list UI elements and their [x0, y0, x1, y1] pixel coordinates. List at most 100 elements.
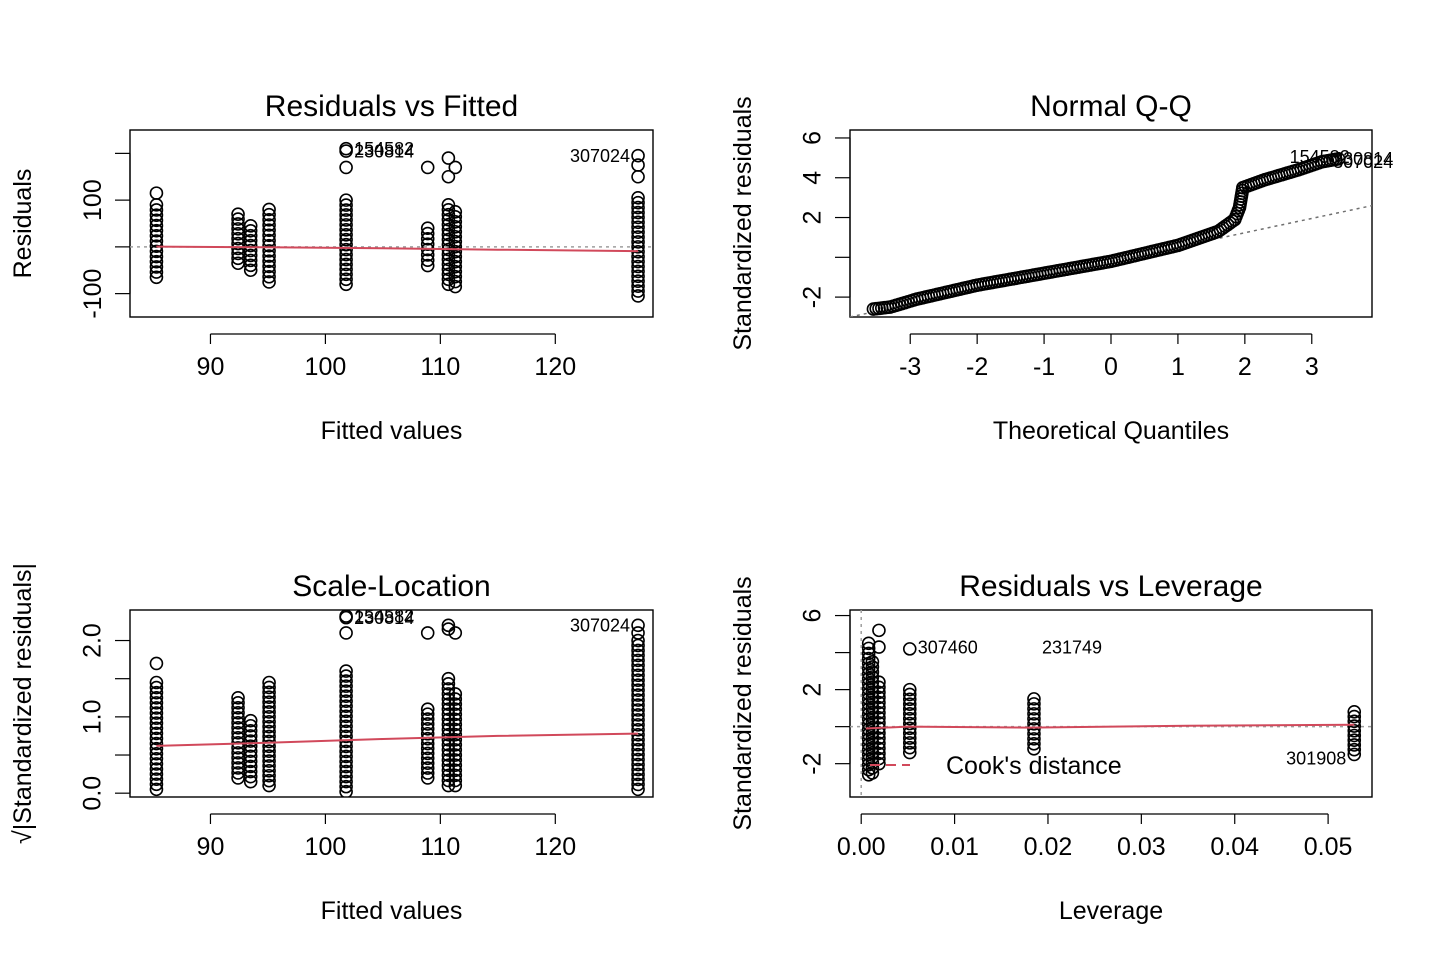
data-point: [902, 702, 917, 716]
x-tick-label: 0: [1104, 353, 1118, 381]
x-tick-label: 90: [197, 353, 225, 381]
x-tick-label: 120: [534, 833, 576, 861]
data-point: [262, 264, 276, 279]
data-point: [441, 212, 456, 227]
data-point: [631, 225, 645, 239]
data-point: [339, 769, 353, 784]
data-point: [149, 777, 164, 792]
data-point: [339, 193, 353, 207]
point-label: 230814: [354, 141, 414, 161]
data-point: [441, 262, 456, 277]
data-point: [231, 751, 245, 765]
data-point: [448, 758, 463, 772]
data-point: [339, 674, 353, 688]
data-point: [231, 207, 245, 221]
data-point: [339, 208, 353, 222]
data-point: [262, 724, 276, 739]
x-tick-label: -1: [1033, 353, 1055, 381]
data-point: [441, 722, 456, 737]
data-point: [339, 242, 353, 257]
data-point: [448, 205, 463, 219]
panel-title: Residuals vs Leverage: [959, 570, 1263, 603]
data-point: [448, 249, 463, 264]
data-point: [339, 262, 353, 277]
data-point: [448, 239, 463, 254]
y-tick-label: 2: [799, 683, 827, 697]
x-tick-label: 3: [1305, 353, 1319, 381]
data-point: [149, 772, 164, 786]
x-axis-label: Fitted values: [321, 417, 463, 445]
data-point: [631, 653, 645, 668]
data-point: [339, 679, 353, 693]
data-point: [243, 223, 258, 238]
x-tick-label: 0.05: [1304, 833, 1353, 861]
data-point: [243, 263, 258, 278]
data-point: [262, 690, 276, 705]
data-point: [420, 258, 435, 273]
data-point: [420, 232, 435, 246]
data-point: [1027, 692, 1041, 706]
data-point: [631, 284, 645, 298]
data-point: [441, 227, 456, 242]
data-point: [149, 203, 164, 217]
data-point: [339, 237, 353, 252]
data-point: [631, 210, 645, 225]
point-label: 307024: [570, 146, 630, 166]
data-point: [631, 289, 645, 303]
data-point: [149, 757, 164, 771]
point-label: 154582: [354, 139, 414, 159]
data-point: [149, 270, 164, 285]
data-point: [448, 626, 463, 640]
data-point: [339, 669, 353, 683]
data-point: [1027, 697, 1041, 711]
data-point: [243, 724, 258, 738]
point-label: 307460: [918, 637, 978, 657]
data-point: [262, 218, 276, 232]
data-point: [865, 766, 880, 780]
data-point: [631, 747, 645, 762]
data-point: [441, 237, 456, 252]
data-point: [448, 753, 463, 767]
data-point: [339, 626, 353, 640]
data-point: [448, 229, 463, 244]
data-point: [231, 236, 245, 251]
data-point: [441, 151, 456, 165]
data-point: [231, 690, 245, 705]
data-point: [448, 224, 463, 239]
data-point: [631, 264, 645, 279]
data-point: [631, 148, 645, 163]
data-point: [872, 695, 886, 710]
data-point: [262, 714, 276, 729]
data-point: [1027, 707, 1041, 721]
x-tick-label: 110: [420, 833, 460, 861]
data-point: [339, 610, 353, 623]
x-tick-label: 110: [420, 353, 460, 381]
data-point: [441, 207, 456, 222]
data-layer: [850, 610, 1372, 797]
data-point: [420, 707, 435, 721]
data-point: [441, 738, 456, 752]
data-point: [149, 721, 164, 736]
y-tick-label: 1.0: [79, 699, 107, 734]
data-point: [448, 234, 463, 249]
data-point: [631, 195, 645, 210]
data-point: [631, 782, 645, 797]
data-point: [149, 767, 164, 781]
data-point: [441, 169, 456, 184]
data-point: [872, 685, 886, 700]
data-point: [149, 726, 164, 741]
y-tick-label: 6: [799, 609, 827, 623]
data-point: [441, 232, 456, 247]
x-tick-label: -3: [899, 353, 921, 381]
data-point: [631, 777, 645, 792]
data-point: [448, 692, 463, 706]
data-point: [420, 756, 435, 770]
data-point: [902, 697, 917, 711]
data-point: [262, 213, 276, 227]
data-point: [149, 213, 164, 228]
data-point: [631, 200, 645, 215]
data-point: [902, 642, 917, 656]
data-point: [262, 223, 276, 237]
data-point: [631, 215, 645, 230]
x-tick-label: 0.03: [1117, 833, 1166, 861]
